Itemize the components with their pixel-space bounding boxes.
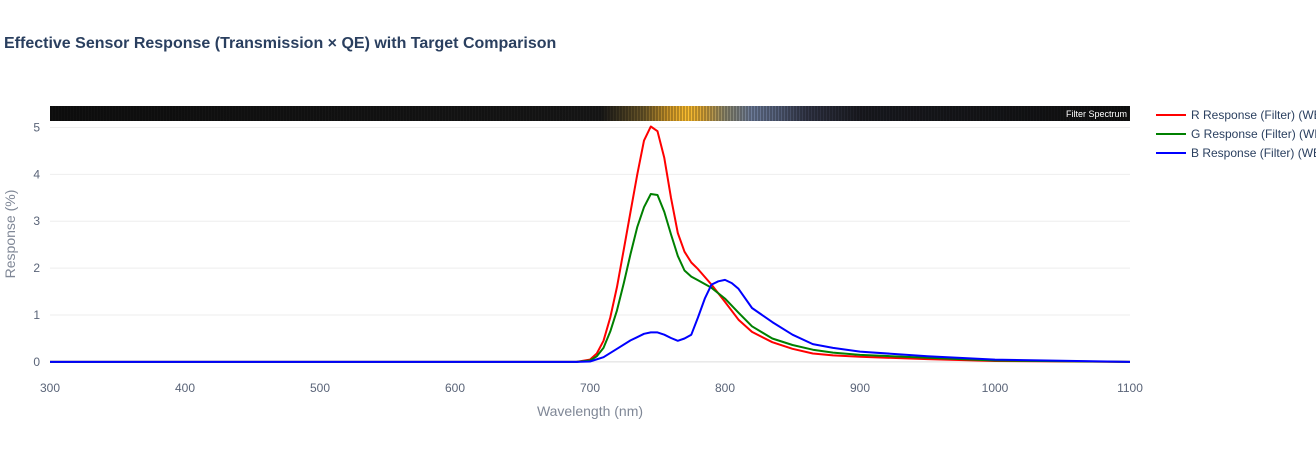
x-tick-label: 900 (850, 381, 870, 395)
y-tick-label: 4 (33, 167, 40, 181)
legend-label: G Response (Filter) (WB (1191, 127, 1316, 141)
legend-label: R Response (Filter) (WB (1191, 108, 1316, 122)
legend-item-r[interactable]: R Response (Filter) (WB (1156, 108, 1316, 122)
x-tick-label: 500 (310, 381, 330, 395)
spectrum-bar (50, 106, 1130, 121)
y-axis-title: Response (%) (2, 190, 18, 279)
y-axis-ticks: 0 1 2 3 4 5 (33, 120, 40, 368)
spectrum-label: Filter Spectrum (1066, 109, 1127, 119)
x-tick-label: 300 (40, 381, 60, 395)
legend-label: B Response (Filter) (WB (1191, 146, 1316, 160)
x-axis-ticks: 300 400 500 600 700 800 900 1000 1100 (40, 381, 1143, 395)
y-tick-label: 0 (33, 355, 40, 369)
x-tick-label: 1000 (982, 381, 1009, 395)
x-tick-label: 1100 (1117, 381, 1143, 395)
x-tick-label: 800 (715, 381, 735, 395)
y-tick-label: 5 (33, 120, 40, 134)
legend[interactable]: R Response (Filter) (WB G Response (Filte… (1156, 108, 1316, 160)
chart-title: Effective Sensor Response (Transmission … (4, 35, 557, 52)
x-tick-label: 600 (445, 381, 465, 395)
y-tick-label: 2 (33, 261, 40, 275)
x-tick-label: 700 (580, 381, 600, 395)
series-lines (50, 125, 1130, 363)
x-tick-label: 400 (175, 381, 195, 395)
x-axis-title: Wavelength (nm) (537, 403, 643, 419)
y-tick-label: 1 (33, 308, 40, 322)
series-line-b (50, 278, 1130, 363)
grid-lines (50, 126, 1130, 363)
series-line-g (50, 193, 1130, 363)
series-line-r (50, 125, 1130, 363)
legend-item-b[interactable]: B Response (Filter) (WB (1156, 146, 1316, 160)
filter-spectrum-strip: Filter Spectrum (50, 106, 1130, 121)
legend-item-g[interactable]: G Response (Filter) (WB (1156, 127, 1316, 141)
y-tick-label: 3 (33, 214, 40, 228)
